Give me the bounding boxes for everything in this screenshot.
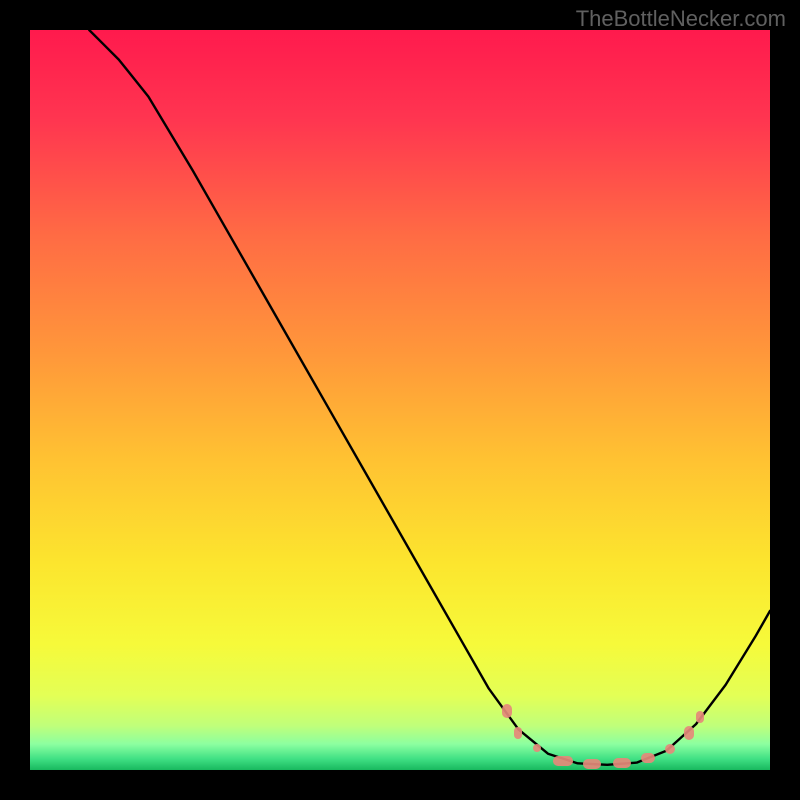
watermark-text: TheBottleNecker.com <box>576 6 786 32</box>
curve-marker <box>533 744 541 752</box>
curve-marker <box>665 744 675 754</box>
chart-stage: TheBottleNecker.com <box>0 0 800 800</box>
curve-marker <box>613 758 631 768</box>
curve-marker <box>502 704 512 718</box>
curve-marker <box>696 711 704 723</box>
curve-marker <box>684 726 694 740</box>
marker-layer <box>30 30 770 770</box>
curve-marker <box>583 759 601 769</box>
curve-marker <box>553 756 573 766</box>
curve-marker <box>641 753 655 763</box>
curve-marker <box>514 727 522 739</box>
plot-area <box>30 30 770 770</box>
